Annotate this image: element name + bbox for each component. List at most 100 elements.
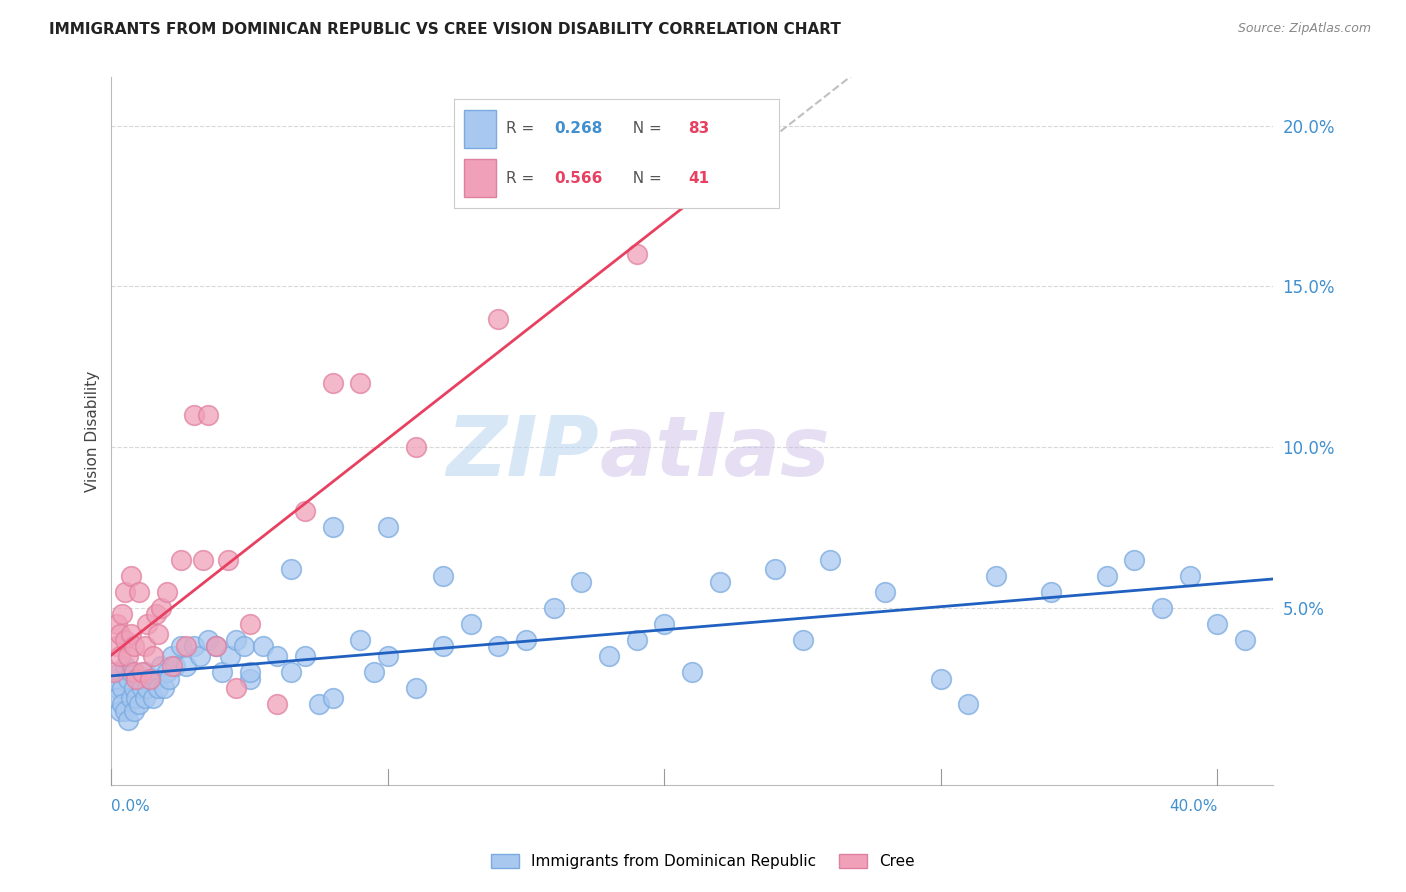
Point xyxy=(169,552,191,566)
Point xyxy=(598,648,620,663)
Point xyxy=(117,672,139,686)
Point xyxy=(134,665,156,679)
Point xyxy=(543,600,565,615)
Point xyxy=(150,658,173,673)
Point xyxy=(136,616,159,631)
Point xyxy=(377,648,399,663)
Point xyxy=(197,632,219,647)
Point xyxy=(120,690,142,705)
Point xyxy=(148,681,170,696)
Point xyxy=(105,681,128,696)
Point xyxy=(188,648,211,663)
Point xyxy=(1233,632,1256,647)
Point xyxy=(349,376,371,390)
Point xyxy=(1040,584,1063,599)
Point xyxy=(163,658,186,673)
Point xyxy=(205,640,228,654)
Point xyxy=(322,376,344,390)
Point xyxy=(280,665,302,679)
Point xyxy=(349,632,371,647)
Point xyxy=(211,665,233,679)
Point xyxy=(322,690,344,705)
Point xyxy=(225,681,247,696)
Text: IMMIGRANTS FROM DOMINICAN REPUBLIC VS CREE VISION DISABILITY CORRELATION CHART: IMMIGRANTS FROM DOMINICAN REPUBLIC VS CR… xyxy=(49,22,841,37)
Point xyxy=(131,681,153,696)
Point xyxy=(120,626,142,640)
Point xyxy=(488,311,510,326)
Point xyxy=(136,681,159,696)
Point xyxy=(105,640,128,654)
Point xyxy=(134,690,156,705)
Point xyxy=(169,640,191,654)
Point xyxy=(280,562,302,576)
Point xyxy=(266,648,288,663)
Point xyxy=(122,665,145,679)
Point xyxy=(142,648,165,663)
Point xyxy=(120,568,142,582)
Point xyxy=(114,632,136,647)
Point xyxy=(174,658,197,673)
Point xyxy=(122,681,145,696)
Point xyxy=(153,681,176,696)
Point xyxy=(252,640,274,654)
Point xyxy=(183,408,205,422)
Point xyxy=(145,672,167,686)
Point xyxy=(174,640,197,654)
Point xyxy=(681,665,703,679)
Point xyxy=(294,504,316,518)
Point xyxy=(108,626,131,640)
Point xyxy=(117,714,139,728)
Point xyxy=(103,672,125,686)
Point xyxy=(984,568,1007,582)
Point xyxy=(626,632,648,647)
Point xyxy=(488,640,510,654)
Point xyxy=(205,640,228,654)
Point xyxy=(111,681,134,696)
Text: Source: ZipAtlas.com: Source: ZipAtlas.com xyxy=(1237,22,1371,36)
Point xyxy=(818,552,841,566)
Point xyxy=(128,698,150,712)
Point xyxy=(125,672,148,686)
Y-axis label: Vision Disability: Vision Disability xyxy=(86,370,100,491)
Point xyxy=(1178,568,1201,582)
Point xyxy=(122,640,145,654)
Text: atlas: atlas xyxy=(599,412,830,492)
Point xyxy=(139,672,162,686)
Point xyxy=(156,584,179,599)
Point xyxy=(111,607,134,622)
Point xyxy=(571,575,593,590)
Point xyxy=(875,584,897,599)
Point xyxy=(125,690,148,705)
Point xyxy=(108,704,131,718)
Point xyxy=(105,616,128,631)
Point xyxy=(108,648,131,663)
Point xyxy=(160,658,183,673)
Point xyxy=(763,562,786,576)
Point xyxy=(114,658,136,673)
Point xyxy=(134,640,156,654)
Point xyxy=(929,672,952,686)
Point xyxy=(626,247,648,261)
Point xyxy=(191,552,214,566)
Point xyxy=(142,690,165,705)
Point xyxy=(308,698,330,712)
Point xyxy=(156,665,179,679)
Point xyxy=(239,616,262,631)
Point xyxy=(128,584,150,599)
Point xyxy=(120,665,142,679)
Point xyxy=(957,698,980,712)
Point xyxy=(122,704,145,718)
Point xyxy=(405,440,427,454)
Point xyxy=(405,681,427,696)
Point xyxy=(111,698,134,712)
Point xyxy=(128,672,150,686)
Point xyxy=(103,665,125,679)
Point xyxy=(294,648,316,663)
Point xyxy=(363,665,385,679)
Point xyxy=(131,665,153,679)
Point xyxy=(150,600,173,615)
Point xyxy=(709,575,731,590)
Text: 40.0%: 40.0% xyxy=(1168,799,1218,814)
Point xyxy=(432,640,454,654)
Point xyxy=(239,672,262,686)
